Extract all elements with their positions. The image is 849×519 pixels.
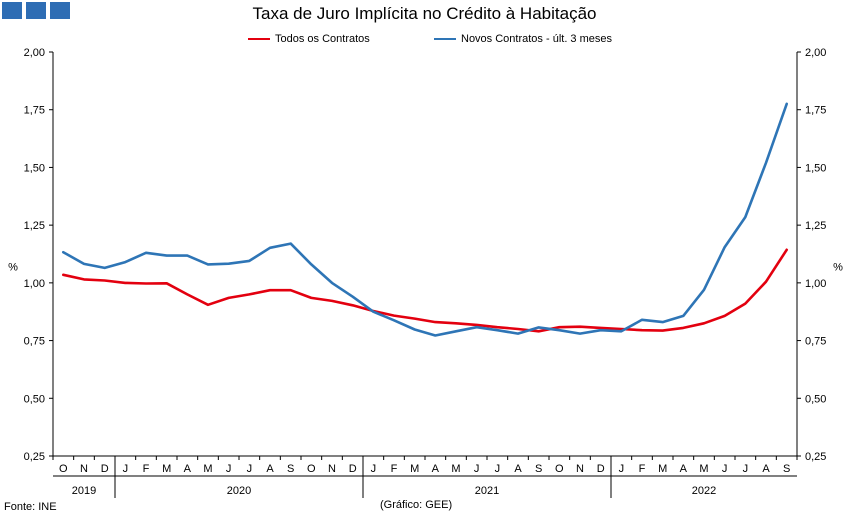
x-tick-label: D (349, 463, 357, 475)
y-axis-title-right: % (833, 262, 843, 274)
x-tick-label: J (722, 463, 728, 475)
brand-logo (2, 2, 70, 19)
x-tick-label: J (495, 463, 501, 475)
x-tick-label: F (143, 463, 150, 475)
x-tick-label: J (743, 463, 749, 475)
legend-swatch-novos (434, 38, 456, 40)
chart-title: Taxa de Juro Implícita no Crédito à Habi… (252, 4, 597, 23)
y-tick-label-left: 1,75 (24, 105, 45, 117)
x-tick-label: A (514, 463, 522, 475)
x-tick-label: M (699, 463, 708, 475)
x-tick-label: O (307, 463, 316, 475)
x-tick-label: A (266, 463, 274, 475)
x-tick-label: J (123, 463, 129, 475)
x-tick-label: S (287, 463, 294, 475)
y-tick-label-left: 1,00 (24, 278, 45, 290)
legend-label-novos: Novos Contratos - últ. 3 meses (461, 33, 613, 45)
x-tick-label: J (226, 463, 232, 475)
x-tick-label: A (762, 463, 770, 475)
y-tick-label-left: 0,50 (24, 393, 45, 405)
x-tick-label: M (203, 463, 212, 475)
x-tick-label: N (328, 463, 336, 475)
year-label: 2022 (692, 485, 716, 497)
x-tick-label: F (639, 463, 646, 475)
y-tick-label-right: 1,25 (805, 220, 826, 232)
x-tick-label: A (184, 463, 192, 475)
y-tick-label-left: 0,75 (24, 336, 45, 348)
y-tick-label-left: 0,25 (24, 451, 45, 463)
y-tick-label-right: 1,50 (805, 162, 826, 174)
x-tick-label: A (680, 463, 688, 475)
legend-item-todos: Todos os Contratos (248, 33, 370, 45)
source-note: Fonte: INE (4, 501, 57, 513)
y-tick-label-left: 1,50 (24, 162, 45, 174)
x-tick-label: J (371, 463, 377, 475)
y-tick-label-right: 0,50 (805, 393, 826, 405)
year-label: 2021 (475, 485, 499, 497)
y-tick-label-right: 2,00 (805, 47, 826, 59)
x-tick-label: F (391, 463, 398, 475)
legend-swatch-todos (248, 38, 270, 40)
x-tick-label: J (474, 463, 480, 475)
x-tick-label: J (619, 463, 625, 475)
x-tick-label: N (576, 463, 584, 475)
y-axis-title-left: % (8, 262, 18, 274)
brand-square (2, 2, 22, 19)
x-tick-label: N (80, 463, 88, 475)
x-tick-label: M (410, 463, 419, 475)
x-tick-label: M (451, 463, 460, 475)
year-label: 2020 (227, 485, 251, 497)
y-tick-label-right: 1,75 (805, 105, 826, 117)
x-tick-label: M (162, 463, 171, 475)
x-tick-label: S (783, 463, 790, 475)
brand-square (50, 2, 70, 19)
x-tick-label: D (101, 463, 109, 475)
x-tick-label: O (59, 463, 68, 475)
x-tick-label: J (247, 463, 253, 475)
x-tick-label: D (597, 463, 605, 475)
series-line-todos-contratos (62, 248, 788, 333)
legend-item-novos: Novos Contratos - últ. 3 meses (434, 33, 612, 45)
legend-label-todos: Todos os Contratos (275, 33, 370, 45)
y-tick-label-right: 0,75 (805, 336, 826, 348)
x-tick-label: O (555, 463, 564, 475)
year-label: 2019 (72, 485, 96, 497)
y-tick-label-right: 1,00 (805, 278, 826, 290)
chart-credit: (Gráfico: GEE) (380, 499, 453, 511)
x-tick-label: S (535, 463, 542, 475)
brand-square (26, 2, 46, 19)
series-line-novos-contratos (62, 102, 788, 337)
y-tick-label-left: 2,00 (24, 47, 45, 59)
x-tick-label: A (432, 463, 440, 475)
x-tick-label: M (658, 463, 667, 475)
y-tick-label-left: 1,25 (24, 220, 45, 232)
y-tick-label-right: 0,25 (805, 451, 826, 463)
